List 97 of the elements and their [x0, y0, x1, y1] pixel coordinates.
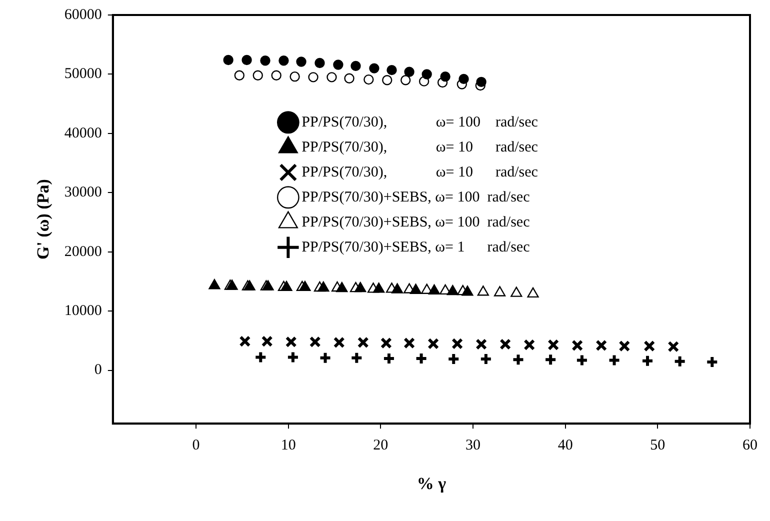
point — [260, 56, 270, 66]
point — [462, 286, 474, 296]
point — [410, 284, 422, 294]
point — [575, 354, 588, 367]
y-tick-label: 0 — [94, 362, 102, 378]
point — [382, 352, 396, 365]
point — [326, 72, 337, 82]
point — [369, 63, 380, 74]
point — [414, 352, 428, 365]
x-axis-title: % γ — [416, 474, 446, 494]
legend-label: PP/PS(70/30)+SEBS, ω= 100 rad/sec — [302, 189, 530, 206]
legend-label: PP/PS(70/30), ω= 10 rad/sec — [302, 139, 538, 156]
x-tick-label: 20 — [373, 438, 388, 454]
y-tick-label: 20000 — [64, 244, 102, 260]
point — [452, 338, 464, 350]
y-tick-label: 40000 — [64, 125, 102, 142]
point — [234, 70, 244, 80]
point — [479, 352, 492, 366]
legend-label: PP/PS(70/30)+SEBS, ω= 1 rad/sec — [302, 239, 530, 256]
point — [494, 286, 506, 296]
point — [644, 340, 656, 352]
point — [254, 350, 268, 364]
point — [476, 76, 486, 88]
point — [544, 353, 558, 366]
y-axis-title: G' (ω) (Pa) — [34, 179, 53, 260]
point — [344, 73, 354, 84]
x-tick-label: 50 — [650, 438, 666, 454]
point — [318, 351, 332, 364]
point — [428, 338, 440, 350]
point — [280, 280, 292, 291]
point — [373, 282, 385, 293]
point — [608, 354, 621, 367]
point — [548, 339, 560, 351]
y-tick-label: 50000 — [64, 66, 102, 82]
point — [512, 353, 525, 366]
point — [308, 72, 318, 82]
point — [285, 336, 297, 348]
point — [223, 54, 234, 66]
point — [618, 340, 630, 352]
point — [296, 56, 306, 67]
point — [527, 287, 539, 298]
point — [596, 340, 608, 352]
point — [336, 282, 348, 292]
point — [447, 352, 460, 366]
point — [668, 340, 680, 352]
legend-label: PP/PS(70/30), ω= 10 rad/sec — [302, 164, 538, 180]
point — [477, 286, 489, 296]
point — [440, 71, 450, 82]
y-tick-label: 10000 — [64, 303, 102, 320]
point — [309, 336, 321, 348]
point — [357, 336, 369, 348]
point — [476, 338, 488, 350]
point — [404, 66, 414, 77]
point — [318, 281, 330, 292]
x-tick-label: 10 — [280, 438, 296, 454]
legend-label: PP/PS(70/30), ω= 100 rad/sec — [302, 114, 538, 130]
point — [510, 286, 522, 297]
point — [239, 336, 251, 348]
point — [382, 75, 392, 86]
point — [208, 279, 220, 290]
point — [524, 339, 536, 351]
point — [350, 351, 364, 364]
point — [400, 75, 411, 86]
legend-label: PP/PS(70/30)+SEBS, ω= 100 rad/sec — [302, 214, 530, 230]
y-tick-label: 30000 — [64, 184, 102, 201]
x-tick-label: 30 — [466, 438, 480, 454]
point — [572, 340, 584, 352]
point — [299, 280, 311, 291]
point — [333, 60, 344, 70]
point — [314, 58, 325, 68]
point — [261, 336, 273, 348]
point — [380, 337, 392, 349]
x-tick-label: 60 — [742, 438, 758, 454]
y-tick-label: 60000 — [64, 6, 102, 23]
point — [391, 283, 404, 294]
point — [354, 282, 366, 292]
point — [350, 60, 361, 72]
point — [422, 69, 432, 80]
point — [500, 338, 512, 350]
point — [428, 284, 440, 295]
point — [446, 284, 458, 296]
x-tick-label: 0 — [192, 438, 200, 454]
point — [271, 70, 282, 80]
point — [641, 354, 654, 368]
point — [386, 64, 397, 76]
point — [290, 71, 300, 82]
point — [278, 56, 289, 66]
point — [706, 356, 719, 369]
point — [673, 354, 686, 368]
point — [252, 70, 263, 80]
point — [286, 350, 300, 364]
point — [404, 337, 416, 349]
point — [458, 74, 469, 84]
point — [364, 74, 374, 85]
point — [242, 54, 252, 66]
point — [333, 336, 345, 348]
x-tick-label: 40 — [558, 438, 573, 454]
